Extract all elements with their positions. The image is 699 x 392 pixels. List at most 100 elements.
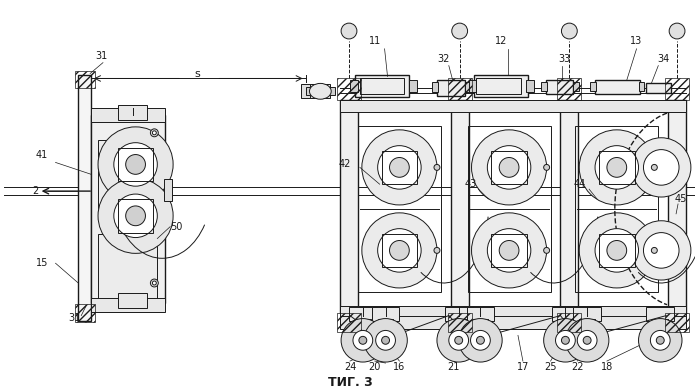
Bar: [647, 83, 671, 93]
Bar: [118, 105, 147, 120]
Bar: [98, 234, 157, 308]
Bar: [382, 234, 417, 267]
Circle shape: [382, 336, 389, 344]
Bar: [337, 313, 361, 332]
Circle shape: [98, 178, 173, 253]
Circle shape: [353, 330, 373, 350]
Bar: [468, 126, 551, 292]
Circle shape: [595, 146, 638, 189]
Circle shape: [632, 138, 691, 197]
Circle shape: [556, 330, 575, 350]
Circle shape: [152, 131, 157, 135]
Bar: [340, 306, 686, 318]
Bar: [448, 78, 472, 100]
Bar: [98, 140, 157, 219]
Circle shape: [579, 130, 654, 205]
Text: 31: 31: [69, 312, 80, 323]
Bar: [465, 82, 470, 92]
Circle shape: [583, 336, 591, 344]
Circle shape: [656, 336, 664, 344]
Circle shape: [359, 336, 367, 344]
Circle shape: [449, 330, 468, 350]
Bar: [329, 87, 336, 95]
Text: ΤИГ. 3: ΤИГ. 3: [328, 376, 373, 389]
Circle shape: [607, 158, 627, 177]
Bar: [558, 313, 581, 332]
Circle shape: [651, 247, 657, 253]
Text: 13: 13: [630, 36, 642, 46]
Bar: [164, 179, 172, 201]
Bar: [451, 100, 468, 313]
Text: s: s: [194, 69, 200, 78]
Circle shape: [114, 194, 157, 238]
Bar: [595, 80, 640, 94]
Circle shape: [638, 319, 682, 362]
Circle shape: [452, 23, 468, 39]
Bar: [575, 126, 658, 292]
Text: 42: 42: [339, 160, 351, 169]
Circle shape: [544, 247, 549, 253]
Circle shape: [561, 23, 577, 39]
Bar: [340, 316, 686, 329]
Circle shape: [487, 229, 531, 272]
Bar: [372, 307, 399, 321]
Circle shape: [544, 164, 549, 171]
Text: 31: 31: [95, 51, 108, 61]
Circle shape: [472, 130, 547, 205]
Bar: [468, 80, 477, 92]
Bar: [355, 319, 370, 327]
Circle shape: [561, 336, 570, 344]
Bar: [355, 76, 410, 97]
Bar: [118, 293, 147, 308]
Bar: [473, 76, 528, 97]
Circle shape: [595, 229, 638, 272]
Text: 41: 41: [36, 149, 48, 160]
Text: 33: 33: [559, 54, 570, 64]
Text: 12: 12: [495, 36, 507, 46]
Text: 24: 24: [344, 362, 356, 372]
Bar: [310, 84, 330, 98]
Bar: [91, 298, 165, 312]
Bar: [668, 100, 686, 313]
Bar: [360, 78, 404, 94]
Bar: [448, 313, 472, 332]
Bar: [541, 82, 547, 91]
Bar: [599, 151, 635, 184]
Ellipse shape: [310, 83, 331, 99]
Circle shape: [607, 241, 627, 260]
Text: 50: 50: [170, 222, 182, 232]
Bar: [445, 307, 473, 321]
Circle shape: [470, 330, 490, 350]
Text: 43: 43: [464, 179, 477, 189]
Text: 11: 11: [368, 36, 381, 46]
Bar: [75, 71, 95, 88]
Bar: [451, 319, 467, 327]
Circle shape: [150, 279, 158, 287]
Bar: [118, 148, 153, 181]
Circle shape: [669, 23, 685, 39]
Bar: [467, 307, 494, 321]
Circle shape: [150, 129, 158, 137]
Bar: [491, 234, 527, 267]
Bar: [91, 115, 165, 303]
Bar: [75, 304, 95, 321]
Bar: [305, 87, 312, 95]
Bar: [473, 319, 489, 327]
Bar: [491, 151, 527, 184]
Circle shape: [114, 143, 157, 186]
Circle shape: [437, 319, 480, 362]
Text: 25: 25: [545, 362, 557, 372]
Bar: [665, 313, 689, 332]
Circle shape: [363, 319, 408, 362]
Bar: [337, 78, 361, 100]
Circle shape: [389, 241, 410, 260]
Text: 15: 15: [36, 258, 48, 268]
Bar: [118, 199, 153, 232]
Bar: [599, 234, 635, 267]
Bar: [340, 100, 358, 313]
Circle shape: [362, 130, 437, 205]
Bar: [573, 82, 579, 91]
Bar: [552, 307, 579, 321]
Circle shape: [644, 232, 679, 268]
Circle shape: [499, 241, 519, 260]
